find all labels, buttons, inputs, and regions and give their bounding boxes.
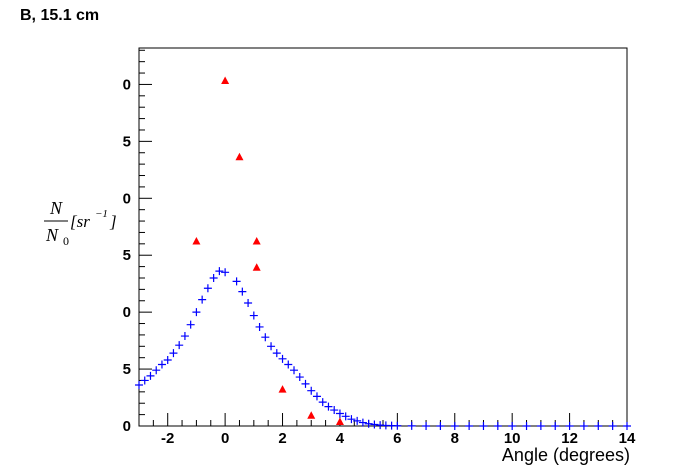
cross-marker [175, 341, 184, 350]
cross-marker [232, 277, 241, 286]
triangle-marker [192, 237, 201, 245]
triangle-marker [307, 411, 316, 419]
x-tick-label: 10 [504, 430, 521, 447]
y-tick-label: 5 [123, 247, 131, 264]
cross-marker [152, 366, 161, 375]
y-label-superscript: −1 [95, 208, 108, 220]
cross-marker [146, 371, 155, 380]
cross-marker [169, 349, 178, 358]
cross-marker [551, 422, 560, 430]
cross-marker [436, 422, 445, 430]
y-label-subscript: 0 [63, 234, 69, 248]
cross-marker [608, 422, 617, 430]
y-tick-label: 0 [123, 418, 131, 435]
triangle-marker [221, 76, 230, 85]
cross-marker [272, 349, 281, 358]
cross-marker [579, 422, 588, 430]
cross-marker [324, 402, 333, 411]
cross-marker [198, 295, 207, 304]
triangle-marker [252, 263, 261, 271]
x-tick-label: 2 [278, 430, 286, 447]
cross-marker [493, 422, 502, 430]
triangle-marker [335, 417, 344, 426]
cross-marker [278, 354, 287, 363]
cross-marker [284, 360, 293, 369]
cross-marker [407, 421, 416, 430]
cross-marker [244, 299, 253, 308]
cross-marker [536, 422, 545, 430]
x-tick-label: 8 [451, 430, 459, 447]
chart-title: B, 15.1 cm [20, 7, 99, 24]
series [192, 76, 344, 426]
cross-marker [335, 409, 344, 418]
cross-marker [192, 308, 201, 317]
cross-marker [157, 360, 166, 369]
cross-marker [330, 406, 339, 415]
cross-marker [623, 422, 631, 430]
cross-marker [163, 355, 172, 364]
cross-marker [238, 287, 247, 296]
y-label-denominator: N [45, 225, 59, 245]
cross-marker [347, 415, 356, 424]
cross-marker [267, 342, 276, 351]
cross-marker [479, 422, 488, 430]
x-tick-label: 4 [336, 430, 345, 447]
cross-marker [186, 320, 195, 329]
cross-marker [393, 421, 402, 430]
cross-marker [135, 381, 143, 390]
cross-marker [203, 284, 212, 293]
cross-marker [255, 322, 264, 331]
cross-marker [353, 416, 362, 425]
y-tick-label: 5 [123, 133, 131, 150]
y-tick-label: 0 [123, 304, 131, 321]
triangle-marker [278, 385, 287, 393]
cross-marker [295, 373, 304, 382]
cross-marker [522, 422, 531, 430]
cross-marker [249, 311, 258, 320]
y-tick-label: 0 [123, 76, 131, 93]
y-tick-label: 5 [123, 361, 131, 378]
triangle-marker [235, 152, 244, 161]
y-tick-label: 0 [123, 190, 131, 207]
cross-marker [465, 422, 474, 430]
x-axis-label: Angle (degrees) [502, 445, 630, 465]
cross-marker [140, 376, 149, 385]
cross-marker [221, 268, 230, 277]
x-tick-label: 6 [393, 430, 401, 447]
cross-marker [209, 273, 218, 282]
y-label-unit-close: ] [109, 212, 117, 231]
triangle-marker [252, 237, 261, 245]
cross-marker [594, 422, 603, 430]
cross-marker [180, 332, 189, 341]
x-tick-label: 14 [619, 430, 636, 447]
cross-marker [422, 422, 431, 430]
series [135, 267, 631, 430]
cross-marker [261, 333, 270, 342]
x-tick-label: -2 [161, 430, 174, 447]
cross-marker [215, 267, 224, 276]
cross-marker [450, 422, 459, 430]
cross-marker [364, 419, 373, 428]
cross-marker [307, 386, 316, 395]
cross-marker [312, 392, 321, 401]
cross-marker [565, 422, 574, 430]
cross-marker [318, 398, 327, 407]
cross-marker [290, 366, 299, 375]
cross-marker [358, 418, 367, 427]
x-tick-label: 12 [561, 430, 578, 447]
y-label-numerator: N [49, 198, 63, 218]
y-label-unit: [sr [70, 212, 90, 231]
x-tick-label: 0 [221, 430, 229, 447]
cross-marker [301, 379, 310, 388]
cross-marker [341, 412, 350, 421]
y-axis-label: N N 0 [sr −1 ] [44, 198, 117, 248]
cross-marker [508, 422, 517, 430]
